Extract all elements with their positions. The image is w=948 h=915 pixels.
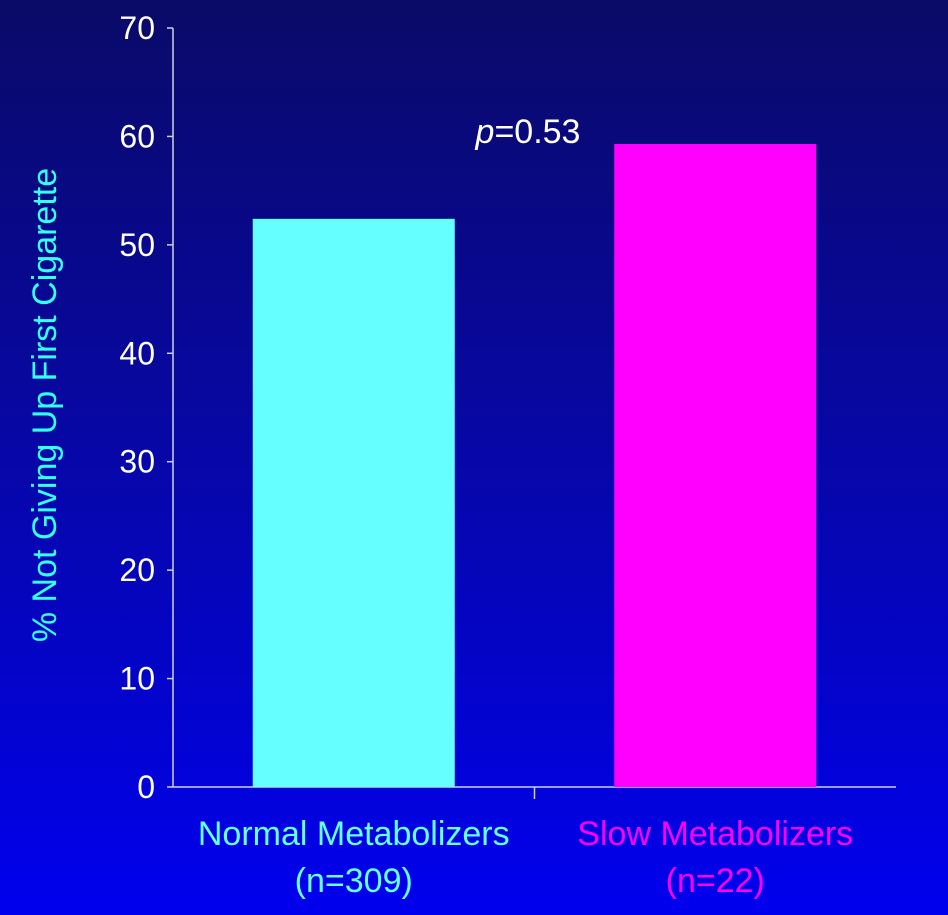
bar — [614, 144, 817, 788]
category-sublabel: (n=22) — [666, 862, 765, 900]
y-tick-label: 70 — [119, 10, 155, 46]
y-tick-label: 60 — [119, 118, 155, 154]
p-value-annotation: p=0.53 — [475, 113, 581, 151]
y-axis-label: % Not Giving Up First Cigarette — [26, 168, 64, 642]
category-label: Normal Metabolizers — [198, 815, 510, 853]
y-ticks: 0 10 20 30 40 50 60 70 — [119, 10, 173, 805]
p-value: =0.53 — [494, 113, 580, 151]
y-tick-label: 30 — [119, 444, 155, 480]
y-tick-label: 50 — [119, 227, 155, 263]
bars — [252, 144, 817, 788]
y-tick-label: 10 — [119, 661, 155, 697]
bar — [252, 218, 455, 787]
p-italic: p — [475, 113, 495, 151]
category-label: Slow Metabolizers — [577, 815, 853, 853]
y-tick-label: 40 — [119, 335, 155, 371]
y-tick-label: 0 — [137, 769, 155, 805]
category-labels: Normal Metabolizers (n=309) Slow Metaboliz… — [198, 815, 853, 900]
category-sublabel: (n=309) — [295, 862, 413, 900]
y-tick-label: 20 — [119, 552, 155, 588]
